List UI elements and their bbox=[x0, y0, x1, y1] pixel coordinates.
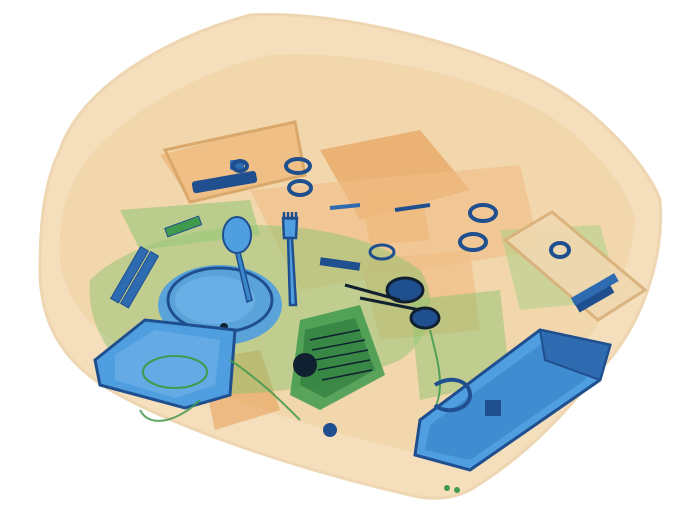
scissors bbox=[344, 276, 441, 330]
left-side-items bbox=[109, 215, 203, 309]
bottom-marker bbox=[444, 485, 460, 493]
spoon bbox=[222, 216, 253, 304]
fork bbox=[281, 212, 299, 307]
plastic-container-left bbox=[93, 318, 237, 410]
rings bbox=[231, 157, 498, 252]
electronics-cluster bbox=[290, 305, 385, 437]
small-box-right bbox=[502, 210, 648, 322]
top-center-items bbox=[319, 185, 431, 271]
long-case-right bbox=[413, 328, 612, 472]
